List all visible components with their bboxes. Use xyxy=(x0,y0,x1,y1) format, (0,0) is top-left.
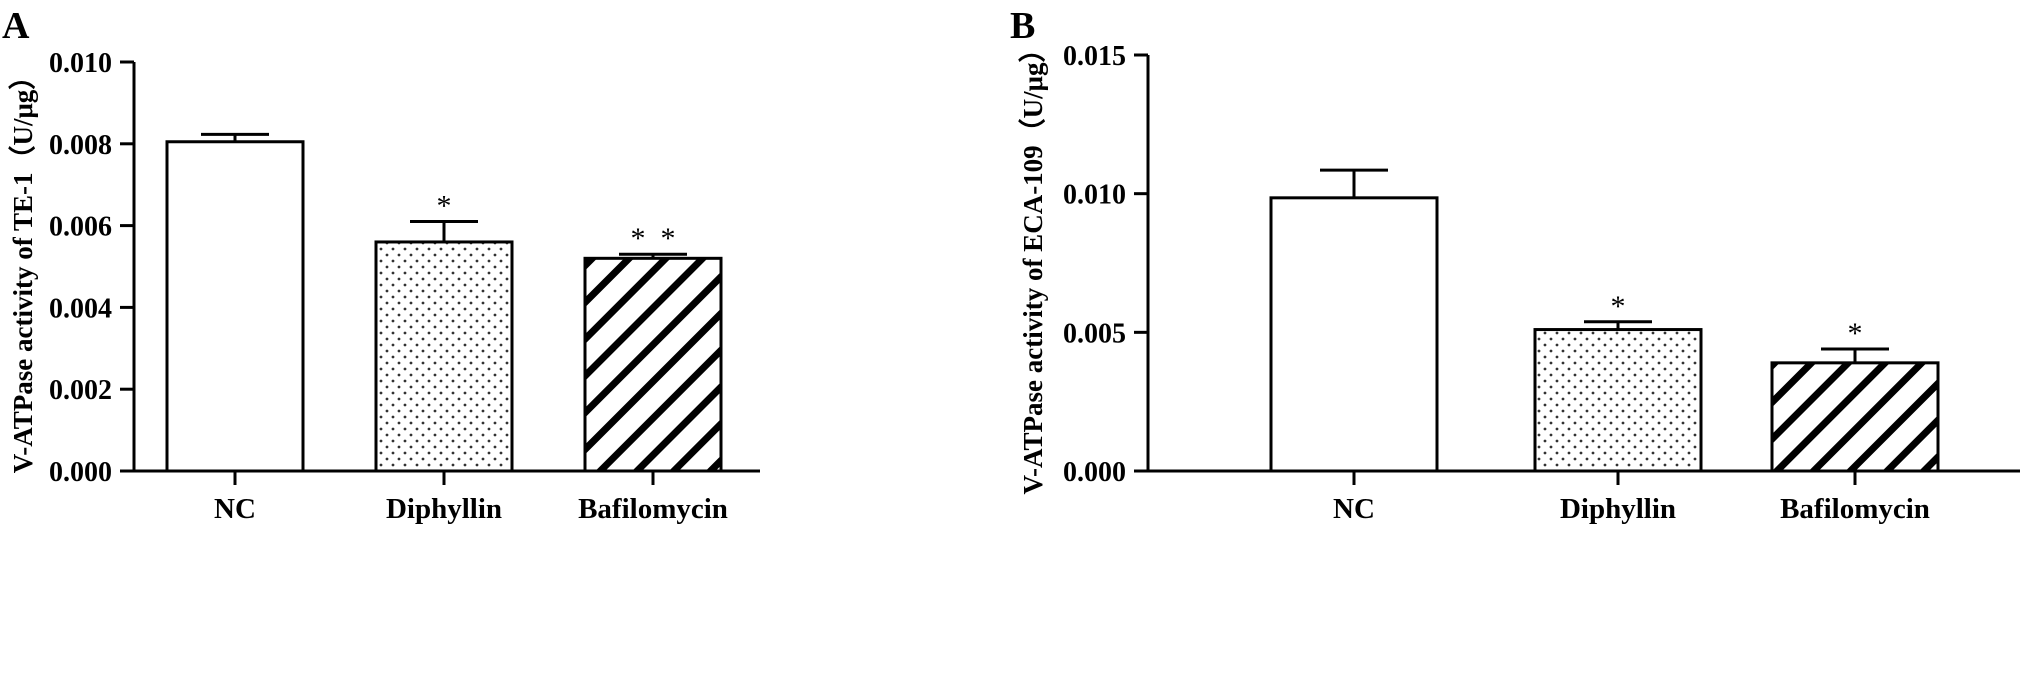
panel-a-bar-diphyllin xyxy=(374,240,514,473)
panel-a-plot: 0.000 0.002 0.004 0.006 0.008 0.010 NC * Diphyll… xyxy=(49,48,760,525)
panel-a-y-tick-label: 0.004 xyxy=(49,293,112,324)
panel-a-y-axis-label: V-ATPase activity of TE-1（U/μg） xyxy=(8,63,38,474)
panel-b-y-tick-label: 0.000 xyxy=(1063,457,1126,488)
panel-a-y-tick-label: 0.008 xyxy=(49,130,112,161)
panel-b-significance-mark: * xyxy=(1848,317,1863,350)
panel-b-x-tick-label: Bafilomycin xyxy=(1780,493,1930,525)
panel-b-bar-nc xyxy=(1269,196,1439,473)
panel-a-y-tick-label: 0.002 xyxy=(49,375,112,406)
panel-a-label: A xyxy=(2,5,30,47)
panel-a-x-tick-label: Bafilomycin xyxy=(578,493,728,525)
panel-b-bar-diphyllin xyxy=(1533,328,1703,473)
panel-b-y-axis-label: V-ATPase activity of ECA-109（U/μg） xyxy=(1018,36,1048,495)
panel-b-y-tick-label: 0.010 xyxy=(1063,180,1126,211)
panel-a-x-tick-label: NC xyxy=(214,493,256,525)
panel-b-x-tick-label: NC xyxy=(1333,493,1375,525)
panel-b: B V-ATPase activity of ECA-109（U/μg） 0.0… xyxy=(1010,5,2020,525)
panel-a-y-tick-label: 0.006 xyxy=(49,212,112,243)
panel-a-x-tick-label: Diphyllin xyxy=(386,493,502,525)
panel-a-bar-bafilomycin xyxy=(583,256,723,473)
panel-a-y-tick-label: 0.010 xyxy=(49,48,112,79)
panel-b-significance-mark: * xyxy=(1611,290,1626,323)
panel-a: A V-ATPase activity of TE-1（U/μg） 0.0000… xyxy=(2,5,760,525)
panel-a-significance-mark: * xyxy=(437,190,452,223)
panel-a-bar-nc xyxy=(165,140,305,473)
panel-b-x-tick-label: Diphyllin xyxy=(1560,493,1676,525)
panel-b-y-tick-label: 0.015 xyxy=(1063,41,1126,72)
panel-a-significance-mark: * * xyxy=(631,222,676,255)
panel-b-label: B xyxy=(1010,5,1035,47)
panel-b-bar-bafilomycin xyxy=(1770,361,1940,473)
panel-b-plot: 0.000 0.005 0.010 0.015 NC * Diphyllin * Bafilom… xyxy=(1063,41,2020,525)
panel-a-y-tick-label: 0.000 xyxy=(49,457,112,488)
panel-b-y-tick-label: 0.005 xyxy=(1063,318,1126,349)
